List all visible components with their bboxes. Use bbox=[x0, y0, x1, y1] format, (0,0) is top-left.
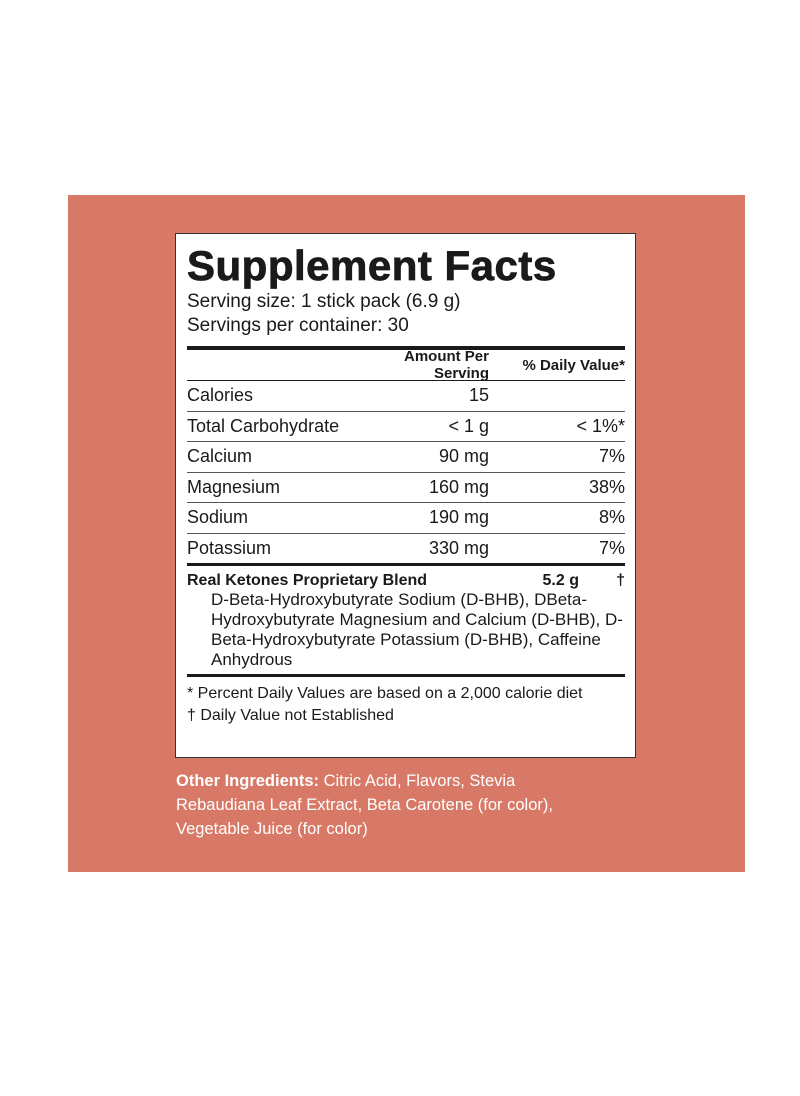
nutrient-name: Calcium bbox=[187, 446, 253, 467]
nutrient-row: Calcium 90 mg 7% bbox=[187, 442, 625, 473]
nutrient-row: Total Carbohydrate < 1 g < 1%* bbox=[187, 412, 625, 442]
dv-header: % Daily Value* bbox=[522, 356, 625, 374]
footnote-dv: * Percent Daily Values are based on a 2,… bbox=[187, 685, 583, 702]
nutrient-row: Magnesium 160 mg 38% bbox=[187, 473, 625, 503]
label-title: Supplement Facts bbox=[187, 242, 557, 290]
nutrient-row: Calories 15 bbox=[187, 381, 625, 412]
divider bbox=[187, 346, 625, 350]
other-ingredients: Other Ingredients: Citric Acid, Flavors,… bbox=[176, 769, 596, 841]
nutrient-amount: 190 mg bbox=[428, 507, 489, 528]
nutrient-amount: 330 mg bbox=[428, 537, 489, 558]
nutrient-dv: 7% bbox=[598, 446, 625, 467]
other-ingredients-label: Other Ingredients: bbox=[176, 772, 320, 790]
blend-name: Real Ketones Proprietary Blend bbox=[187, 572, 428, 589]
other-ingredients-text: Citric Acid, Flavors, Stevia Rebaudiana … bbox=[176, 772, 553, 838]
nutrient-amount: 90 mg bbox=[438, 446, 489, 467]
nutrient-name: Calories bbox=[187, 385, 254, 406]
product-panel: Supplement Facts Serving size: 1 stick p… bbox=[68, 195, 745, 872]
divider bbox=[187, 674, 625, 677]
blend-amount: 5.2 g bbox=[542, 572, 579, 589]
proprietary-blend: Real Ketones Proprietary Blend 5.2 g † D… bbox=[187, 566, 625, 674]
nutrient-table: Calories 15 Total Carbohydrate < 1 g < 1%* Ca… bbox=[187, 381, 625, 563]
nutrient-name: Total Carbohydrate bbox=[187, 415, 340, 436]
nutrient-name: Magnesium bbox=[187, 476, 281, 497]
blend-dv: † bbox=[616, 572, 625, 589]
divider bbox=[187, 563, 625, 566]
nutrient-row: Potassium 330 mg 7% bbox=[187, 534, 625, 564]
column-header: Amount Per Serving % Daily Value* bbox=[187, 348, 625, 382]
nutrient-amount: 15 bbox=[468, 385, 489, 406]
serving-size: Serving size: 1 stick pack (6.9 g) bbox=[187, 291, 461, 312]
nutrient-dv: 7% bbox=[598, 537, 625, 558]
nutrient-dv: 38% bbox=[588, 476, 625, 497]
supplement-facts-label: Supplement Facts Serving size: 1 stick p… bbox=[175, 233, 636, 758]
servings-per-container: Servings per container: 30 bbox=[187, 315, 409, 336]
nutrient-dv: < 1%* bbox=[576, 415, 625, 436]
nutrient-dv: 8% bbox=[598, 507, 625, 528]
nutrient-row: Sodium 190 mg 8% bbox=[187, 503, 625, 534]
nutrient-name: Potassium bbox=[187, 537, 272, 558]
nutrient-amount: < 1 g bbox=[448, 415, 489, 436]
nutrient-name: Sodium bbox=[187, 507, 249, 528]
amount-header: Amount Per Serving bbox=[403, 348, 489, 382]
footnote-dagger: † Daily Value not Established bbox=[187, 707, 394, 724]
nutrient-amount: 160 mg bbox=[428, 476, 489, 497]
blend-ingredients: D-Beta-Hydroxybutyrate Sodium (D-BHB), D… bbox=[211, 590, 623, 669]
